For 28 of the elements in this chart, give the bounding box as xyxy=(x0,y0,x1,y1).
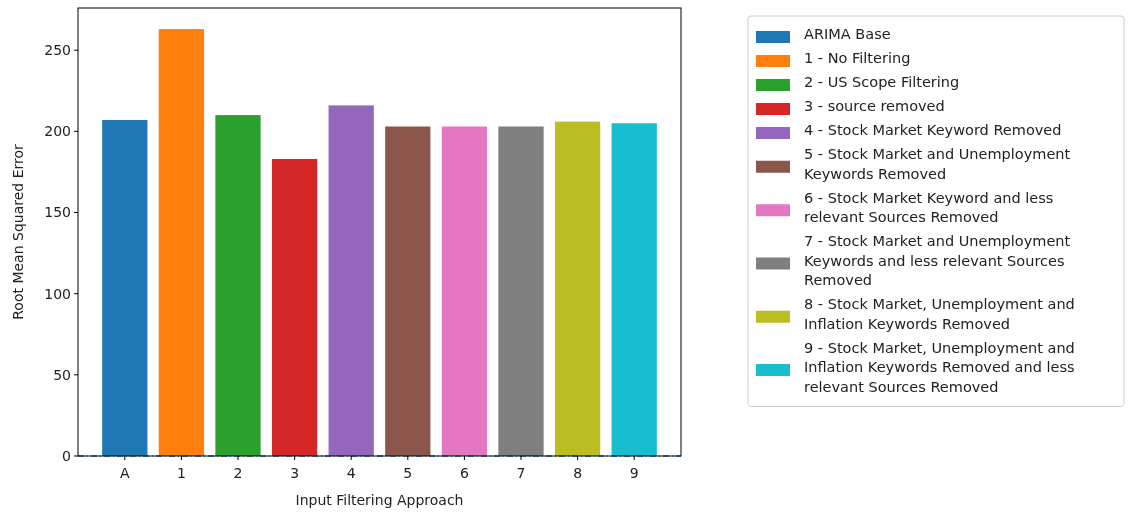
x-tick-label: 2 xyxy=(233,465,243,481)
y-tick-label: 200 xyxy=(44,123,71,140)
x-tick-label: 6 xyxy=(459,465,469,481)
legend-label: 7 - Stock Market and Unemployment Keywords and less relevant Sources Removed xyxy=(804,233,1071,288)
legend-label: 5 - Stock Market and Unemployment Keywords Removed xyxy=(804,146,1071,182)
x-tick-label: 7 xyxy=(516,465,526,481)
x-tick-label: 3 xyxy=(290,465,300,481)
legend-label: 1 - No Filtering xyxy=(804,50,911,66)
legend-label: ARIMA Base xyxy=(804,26,891,42)
x-tick-label: 9 xyxy=(629,465,639,481)
legend-label: 2 - US Scope Filtering xyxy=(804,74,960,90)
x-tick-label: 8 xyxy=(573,465,583,481)
legend-label: 8 - Stock Market, Unemployment and Inflation Keywords Removed xyxy=(804,296,1075,332)
legend-label: 6 - Stock Market Keyword and less relevant Sources Removed xyxy=(804,189,1054,225)
x-tick-label: 4 xyxy=(346,465,356,481)
x-tick-label: 5 xyxy=(403,465,413,481)
legend-label: 4 - Stock Market Keyword Removed xyxy=(804,122,1062,138)
y-tick-label: 50 xyxy=(53,366,71,383)
y-axis-title: Root Mean Squared Error xyxy=(10,144,26,320)
y-tick-label: 250 xyxy=(44,42,71,59)
legend-label: 3 - source removed xyxy=(804,98,945,114)
legend-label: 9 - Stock Market, Unemployment and Inflation Keywords Removed and less relevant Sources Removed xyxy=(804,339,1075,395)
x-axis-title: Input Filtering Approach xyxy=(295,492,464,508)
x-tick-label: A xyxy=(120,465,130,481)
x-tick-label: 1 xyxy=(176,465,186,481)
y-tick-label: 150 xyxy=(44,204,71,221)
y-tick-label: 100 xyxy=(44,285,71,302)
y-tick-label: 0 xyxy=(62,447,71,464)
